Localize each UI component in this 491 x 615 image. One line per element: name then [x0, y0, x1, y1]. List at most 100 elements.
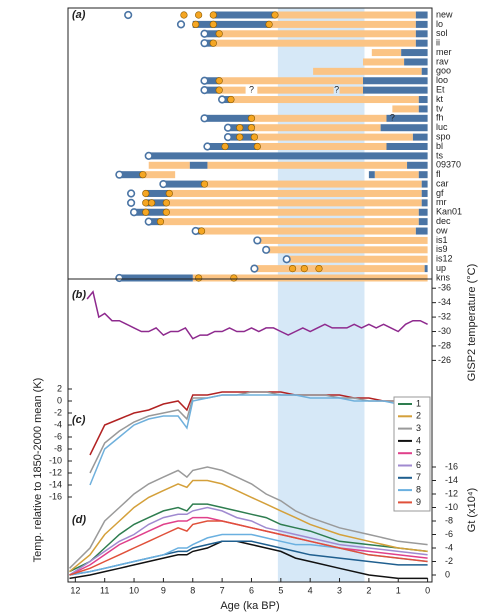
y-tick-label: -10 — [445, 502, 458, 512]
age-dot — [165, 189, 173, 198]
blue-bar — [386, 143, 428, 150]
row-label: is12 — [436, 254, 453, 264]
orange-bar — [169, 189, 422, 197]
blue-bar — [204, 86, 220, 94]
y-axis-title: GISP2 temperature (°C) — [466, 264, 478, 382]
age-dot — [288, 265, 297, 273]
panel-label: (b) — [72, 289, 86, 301]
x-tick-label: 2 — [366, 585, 371, 595]
orange-bar — [192, 274, 428, 282]
blue-bar — [363, 86, 428, 94]
blue-bar — [363, 77, 428, 85]
blue-bar — [421, 199, 428, 207]
blue-bar — [424, 265, 428, 273]
orange-bar — [230, 96, 419, 104]
row-label: new — [436, 9, 453, 19]
blue-bar — [222, 96, 231, 104]
legend-label: 5 — [416, 448, 421, 458]
blue-bar — [145, 189, 170, 197]
x-tick-label: 12 — [70, 585, 80, 595]
age-dot — [162, 208, 170, 216]
age-dot — [144, 151, 153, 160]
y-tick-label: -12 — [445, 488, 458, 498]
blue-bar — [412, 133, 428, 141]
shaded-interval — [277, 8, 365, 582]
x-tick-label: 7 — [220, 585, 225, 595]
y-tick-label: -28 — [438, 340, 451, 350]
age-dot — [236, 124, 244, 132]
x-tick-label: 9 — [161, 585, 166, 595]
age-dot — [200, 86, 209, 95]
row-label: kns — [436, 272, 451, 282]
age-dot — [200, 39, 209, 48]
orange-bar — [371, 49, 402, 57]
series-line — [69, 503, 428, 573]
x-tick-label: 3 — [337, 585, 342, 595]
age-dot — [142, 208, 150, 216]
blue-bar — [368, 171, 375, 179]
series-line — [68, 466, 428, 569]
series-line — [86, 290, 428, 340]
orange-bar — [207, 161, 408, 169]
age-dot — [215, 30, 223, 38]
orange-bar — [269, 20, 416, 28]
orange-bar — [219, 30, 416, 38]
age-dot — [115, 273, 124, 283]
age-dot — [247, 114, 256, 122]
x-tick-label: 1 — [396, 585, 401, 595]
orange-bar — [201, 227, 416, 235]
blue-bar — [404, 58, 428, 66]
y-tick-label: -30 — [438, 326, 451, 336]
orange-bar — [257, 143, 387, 150]
blue-bar — [207, 143, 258, 150]
blue-bar — [415, 30, 428, 38]
row-label: lo — [436, 19, 443, 29]
age-dot — [195, 11, 203, 19]
blue-bar — [380, 124, 428, 132]
orange-bar — [257, 86, 334, 94]
age-dot — [300, 265, 308, 273]
blue-bar — [189, 161, 208, 169]
row-label: kt — [436, 94, 444, 104]
age-dot — [159, 179, 168, 189]
row-label: mr — [436, 197, 447, 207]
y-tick-label: -14 — [445, 475, 458, 485]
x-tick-label: 8 — [190, 585, 195, 595]
y-tick-label: 0 — [445, 569, 450, 579]
row-label: ow — [436, 225, 448, 235]
series-line — [89, 394, 428, 486]
blue-bar — [415, 39, 428, 47]
row-label: rav — [436, 56, 449, 66]
x-tick-label: 10 — [129, 585, 139, 595]
age-dot — [315, 265, 323, 273]
blue-bar — [421, 189, 428, 197]
note: ? — [334, 85, 339, 95]
series-line — [69, 506, 428, 576]
age-dot — [209, 11, 217, 19]
blue-bar — [204, 30, 220, 38]
age-dot — [218, 95, 227, 104]
x-tick-label: 0 — [425, 585, 430, 595]
series-line — [69, 533, 428, 576]
orange-bar — [363, 58, 405, 66]
orange-bar — [374, 171, 419, 179]
legend-label: 3 — [416, 423, 421, 433]
age-dot — [200, 29, 209, 38]
age-dot — [265, 20, 273, 28]
legend-label: 4 — [416, 435, 421, 445]
legend-label: 8 — [416, 484, 421, 494]
orange-bar — [274, 11, 416, 19]
frame — [67, 7, 433, 583]
series-line — [69, 540, 428, 580]
age-dot — [227, 95, 235, 104]
y-tick-label: -26 — [438, 355, 451, 365]
row-label: ts — [436, 150, 444, 160]
blue-bar — [119, 171, 143, 179]
y-tick-label: -8 — [445, 515, 453, 525]
age-dot — [282, 255, 291, 264]
y-tick-label: 2 — [57, 383, 62, 393]
row-label: goo — [436, 66, 451, 76]
age-dot — [221, 142, 229, 151]
age-dot — [156, 218, 165, 226]
age-dot — [197, 227, 206, 235]
